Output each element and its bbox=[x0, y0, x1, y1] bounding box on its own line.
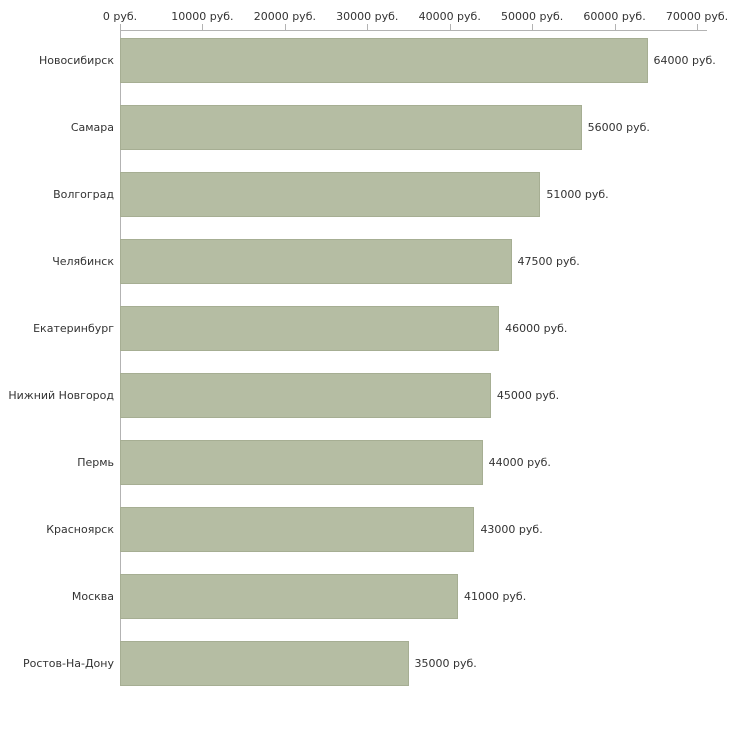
x-tick-label: 40000 руб. bbox=[418, 10, 481, 23]
x-tick-label: 20000 руб. bbox=[253, 10, 316, 23]
value-label: 51000 руб. bbox=[546, 188, 609, 201]
bar bbox=[120, 574, 458, 619]
bar-row: Челябинск 47500 руб. bbox=[0, 239, 730, 284]
value-label: 45000 руб. bbox=[496, 389, 560, 402]
category-label: Самара bbox=[70, 121, 114, 134]
bar-row: Самара 56000 руб. bbox=[0, 105, 730, 150]
x-tick-label: 10000 руб. bbox=[171, 10, 234, 23]
x-tick-mark bbox=[532, 24, 534, 30]
category-label: Челябинск bbox=[52, 255, 114, 268]
bar-row: Нижний Новгород 45000 руб. bbox=[0, 373, 730, 418]
x-tick-label: 50000 руб. bbox=[501, 10, 564, 23]
category-label: Волгоград bbox=[53, 188, 114, 201]
x-tick-mark bbox=[367, 24, 369, 30]
value-label: 56000 руб. bbox=[587, 121, 650, 134]
x-tick-label: 30000 руб. bbox=[336, 10, 399, 23]
value-label: 44000 руб. bbox=[488, 456, 551, 469]
bar bbox=[120, 507, 475, 552]
value-label: 46000 руб. bbox=[505, 322, 568, 335]
category-label: Ростов-На-Дону bbox=[22, 657, 114, 670]
value-label: 41000 руб. bbox=[463, 590, 527, 603]
value-label: 47500 руб. bbox=[517, 255, 580, 268]
x-tick-mark bbox=[614, 24, 616, 30]
bar-row: Екатеринбург 46000 руб. bbox=[0, 306, 730, 351]
x-axis-line bbox=[120, 30, 707, 31]
category-label: Москва bbox=[71, 590, 114, 603]
value-label: 64000 руб. bbox=[653, 54, 716, 67]
value-label: 43000 руб. bbox=[480, 523, 543, 536]
x-tick-mark bbox=[449, 24, 451, 30]
x-tick-label: 0 руб. bbox=[102, 10, 138, 23]
bar-row: Новосибирск 64000 руб. bbox=[0, 38, 730, 83]
bar-row: Москва 41000 руб. bbox=[0, 574, 730, 619]
bar bbox=[120, 641, 409, 686]
y-axis-line bbox=[120, 30, 121, 686]
category-label: Нижний Новгород bbox=[8, 389, 114, 402]
x-tick-label: 60000 руб. bbox=[583, 10, 646, 23]
x-tick-label: 70000 руб. bbox=[665, 10, 729, 23]
x-tick-mark bbox=[284, 24, 286, 30]
bar bbox=[120, 172, 541, 217]
x-tick-mark bbox=[202, 24, 204, 30]
category-label: Новосибирск bbox=[38, 54, 114, 67]
bar-row: Ростов-На-Дону 35000 руб. bbox=[0, 641, 730, 686]
category-label: Екатеринбург bbox=[33, 322, 114, 335]
bar-row: Пермь 44000 руб. bbox=[0, 440, 730, 485]
x-tick-mark bbox=[697, 24, 698, 30]
bar bbox=[120, 373, 491, 418]
bar bbox=[120, 38, 648, 83]
category-label: Красноярск bbox=[46, 523, 114, 536]
category-label: Пермь bbox=[77, 456, 114, 469]
bar bbox=[120, 440, 483, 485]
bar-row: Волгоград 51000 руб. bbox=[0, 172, 730, 217]
bar bbox=[120, 239, 512, 284]
bar bbox=[120, 105, 582, 150]
x-tick-mark bbox=[120, 24, 121, 30]
bar-row: Красноярск 43000 руб. bbox=[0, 507, 730, 552]
value-label: 35000 руб. bbox=[414, 657, 477, 670]
bar bbox=[120, 306, 500, 351]
